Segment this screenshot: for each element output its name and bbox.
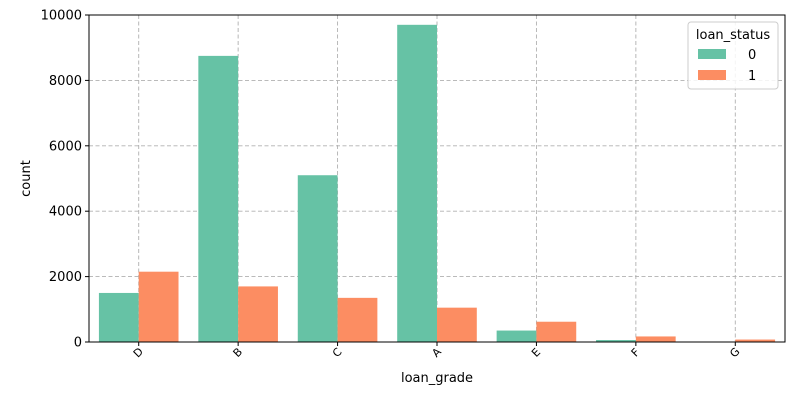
legend-label: 0 xyxy=(748,48,756,63)
x-tick-label: D xyxy=(131,345,146,360)
y-tick-label: 0 xyxy=(74,336,82,351)
bar-E-status-1 xyxy=(536,321,577,342)
bar-C-status-1 xyxy=(337,297,378,342)
bar-D-status-0 xyxy=(98,292,139,342)
legend-swatch xyxy=(698,70,726,80)
y-tick-label: 8000 xyxy=(49,74,82,89)
bar-B-status-1 xyxy=(238,286,278,342)
y-axis: 0 2000 4000 6000 8000 10000 xyxy=(41,9,89,351)
x-tick-label: C xyxy=(330,345,345,360)
x-tick-label: A xyxy=(429,345,444,360)
bar-D-status-1 xyxy=(138,271,179,342)
x-axis-label: loan_grade xyxy=(401,371,473,386)
bars xyxy=(98,24,776,343)
bar-G-status-1 xyxy=(735,339,776,342)
y-tick-label: 2000 xyxy=(49,270,82,285)
bar-C-status-0 xyxy=(297,175,338,342)
legend-title: loan_status xyxy=(696,28,770,43)
y-axis-label: count xyxy=(19,160,34,197)
x-tick-label: F xyxy=(629,346,643,360)
bar-F-status-1 xyxy=(635,336,676,342)
legend-label: 1 xyxy=(748,69,756,84)
legend-swatch xyxy=(698,49,726,59)
y-tick-label: 6000 xyxy=(49,139,82,154)
x-tick-label: G xyxy=(727,345,742,360)
x-tick-label: B xyxy=(231,345,246,360)
bar-A-status-0 xyxy=(397,24,437,343)
legend: loan_status 0 1 xyxy=(687,21,779,90)
y-tick-label: 10000 xyxy=(41,9,82,24)
bar-F-status-0 xyxy=(596,340,636,342)
y-tick-label: 4000 xyxy=(49,205,82,220)
bar-A-status-1 xyxy=(437,307,477,342)
bar-E-status-0 xyxy=(496,330,537,342)
x-tick-label: E xyxy=(529,346,543,360)
bar-B-status-0 xyxy=(198,55,239,342)
